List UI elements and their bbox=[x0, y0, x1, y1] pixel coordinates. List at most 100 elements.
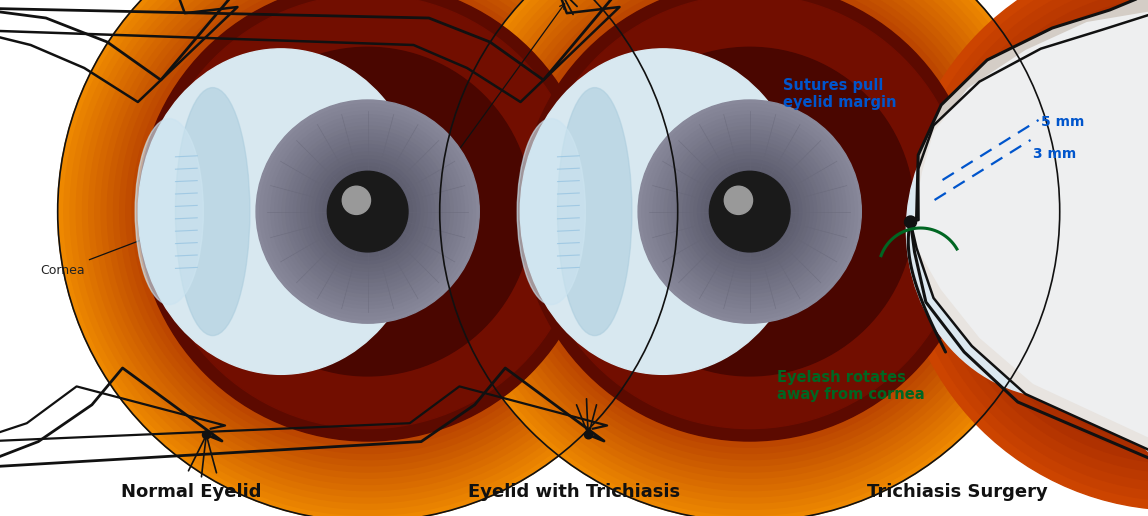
Text: Normal Eyelid: Normal Eyelid bbox=[121, 483, 262, 501]
Circle shape bbox=[243, 88, 491, 335]
Circle shape bbox=[357, 200, 379, 223]
Circle shape bbox=[569, 32, 930, 392]
Circle shape bbox=[644, 106, 855, 317]
Circle shape bbox=[688, 150, 812, 273]
Circle shape bbox=[576, 38, 923, 385]
Circle shape bbox=[212, 57, 522, 366]
Circle shape bbox=[181, 26, 553, 398]
Circle shape bbox=[256, 100, 479, 323]
Circle shape bbox=[83, 0, 653, 497]
Circle shape bbox=[1019, 71, 1148, 389]
Circle shape bbox=[584, 431, 592, 439]
Circle shape bbox=[88, 0, 646, 491]
Circle shape bbox=[362, 205, 374, 218]
Circle shape bbox=[264, 107, 472, 316]
Circle shape bbox=[282, 126, 453, 297]
Circle shape bbox=[651, 112, 848, 311]
Circle shape bbox=[346, 189, 390, 234]
Circle shape bbox=[1076, 127, 1148, 333]
Circle shape bbox=[150, 0, 584, 429]
Circle shape bbox=[176, 20, 560, 404]
Circle shape bbox=[458, 0, 1041, 503]
Circle shape bbox=[1122, 174, 1148, 286]
Circle shape bbox=[905, 216, 916, 228]
Circle shape bbox=[308, 152, 427, 271]
Text: 3 mm: 3 mm bbox=[1032, 147, 1076, 161]
Circle shape bbox=[219, 63, 517, 360]
Circle shape bbox=[527, 0, 972, 435]
Circle shape bbox=[690, 152, 809, 271]
Ellipse shape bbox=[138, 49, 424, 374]
Circle shape bbox=[719, 181, 781, 243]
Circle shape bbox=[705, 167, 794, 256]
Circle shape bbox=[150, 0, 584, 429]
Circle shape bbox=[323, 167, 412, 256]
Circle shape bbox=[600, 63, 899, 360]
Circle shape bbox=[631, 94, 868, 329]
Circle shape bbox=[724, 186, 753, 215]
Circle shape bbox=[731, 193, 768, 230]
Circle shape bbox=[327, 171, 408, 252]
Circle shape bbox=[163, 7, 573, 416]
Circle shape bbox=[95, 0, 641, 485]
Polygon shape bbox=[910, 0, 1148, 462]
Ellipse shape bbox=[176, 88, 250, 335]
Circle shape bbox=[231, 75, 504, 348]
Circle shape bbox=[360, 204, 375, 219]
Circle shape bbox=[145, 0, 591, 435]
Text: 5 mm: 5 mm bbox=[1040, 115, 1084, 129]
Circle shape bbox=[533, 0, 967, 429]
Circle shape bbox=[269, 112, 467, 311]
Circle shape bbox=[645, 107, 854, 316]
Circle shape bbox=[738, 200, 761, 223]
Circle shape bbox=[496, 0, 1003, 466]
Circle shape bbox=[744, 205, 755, 218]
Circle shape bbox=[907, 0, 1148, 501]
Circle shape bbox=[343, 187, 393, 236]
Circle shape bbox=[305, 150, 429, 273]
Circle shape bbox=[720, 182, 779, 241]
Circle shape bbox=[687, 149, 813, 275]
Circle shape bbox=[1141, 192, 1148, 267]
Circle shape bbox=[440, 0, 1060, 516]
Circle shape bbox=[607, 69, 892, 354]
Circle shape bbox=[101, 0, 635, 478]
Circle shape bbox=[1010, 62, 1148, 398]
Circle shape bbox=[507, 0, 992, 454]
Circle shape bbox=[533, 0, 967, 429]
Circle shape bbox=[675, 137, 824, 286]
Text: Sutures pull
eyelid margin: Sutures pull eyelid margin bbox=[783, 78, 897, 110]
Circle shape bbox=[304, 149, 430, 275]
Circle shape bbox=[1085, 137, 1148, 324]
Text: Eyelash rotates
away from cornea: Eyelash rotates away from cornea bbox=[777, 370, 924, 402]
Circle shape bbox=[706, 168, 793, 255]
Circle shape bbox=[207, 51, 529, 373]
Ellipse shape bbox=[262, 137, 460, 286]
Circle shape bbox=[1103, 155, 1148, 304]
Circle shape bbox=[977, 28, 1148, 431]
Circle shape bbox=[520, 0, 979, 441]
Circle shape bbox=[1112, 165, 1148, 295]
Circle shape bbox=[662, 125, 837, 298]
Circle shape bbox=[132, 0, 604, 447]
Circle shape bbox=[200, 44, 535, 379]
Circle shape bbox=[668, 130, 831, 294]
Circle shape bbox=[331, 174, 405, 249]
Circle shape bbox=[746, 208, 753, 215]
Circle shape bbox=[452, 0, 1047, 509]
Circle shape bbox=[119, 0, 615, 460]
Circle shape bbox=[289, 134, 445, 289]
Circle shape bbox=[582, 44, 917, 379]
Bar bbox=[765, 0, 1148, 460]
Ellipse shape bbox=[269, 218, 405, 280]
Circle shape bbox=[545, 7, 954, 416]
Circle shape bbox=[675, 137, 824, 286]
Circle shape bbox=[352, 197, 382, 227]
Circle shape bbox=[342, 186, 371, 215]
Circle shape bbox=[445, 0, 1054, 515]
Circle shape bbox=[64, 0, 672, 515]
Circle shape bbox=[1047, 100, 1148, 361]
Circle shape bbox=[342, 186, 394, 238]
Circle shape bbox=[279, 122, 457, 301]
Circle shape bbox=[238, 82, 498, 342]
